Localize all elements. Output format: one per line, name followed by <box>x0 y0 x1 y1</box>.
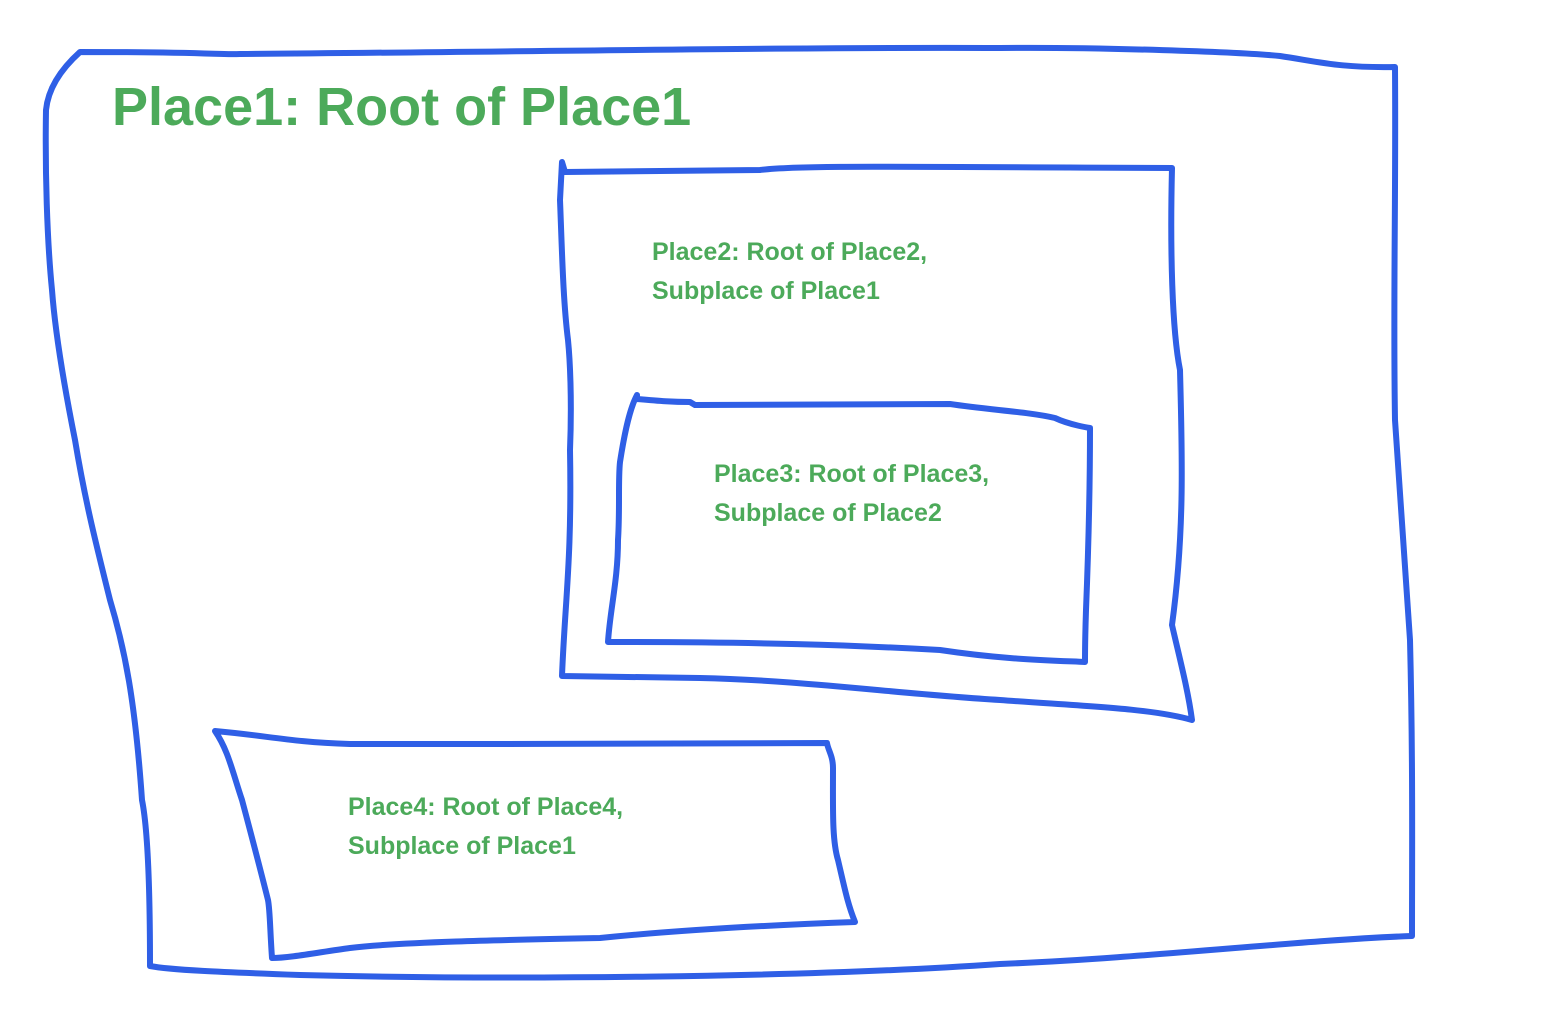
place2-label-line-2: Subplace of Place1 <box>652 277 880 305</box>
place2-label-line-1: Place2: Root of Place2, <box>652 238 928 266</box>
place4-label-line-2: Subplace of Place1 <box>348 832 576 860</box>
place3-label: Place3: Root of Place3, Subplace of Plac… <box>714 462 989 526</box>
place3-label-line-2: Subplace of Place2 <box>714 499 942 527</box>
place4-region-outline <box>212 728 858 961</box>
place1-label-line: Place1: Root of Place1 <box>112 77 692 137</box>
place4-label-line-1: Place4: Root of Place4, <box>348 793 624 821</box>
place2-region-outline <box>557 159 1195 723</box>
place3-region-outline <box>605 392 1093 665</box>
place2-label: Place2: Root of Place2, Subplace of Plac… <box>652 240 927 304</box>
place1-label: Place1: Root of Place1 <box>112 80 691 134</box>
place4-label: Place4: Root of Place4, Subplace of Plac… <box>348 795 623 859</box>
place1-region-outline <box>42 44 1416 981</box>
place3-label-line-1: Place3: Root of Place3, <box>714 460 990 488</box>
